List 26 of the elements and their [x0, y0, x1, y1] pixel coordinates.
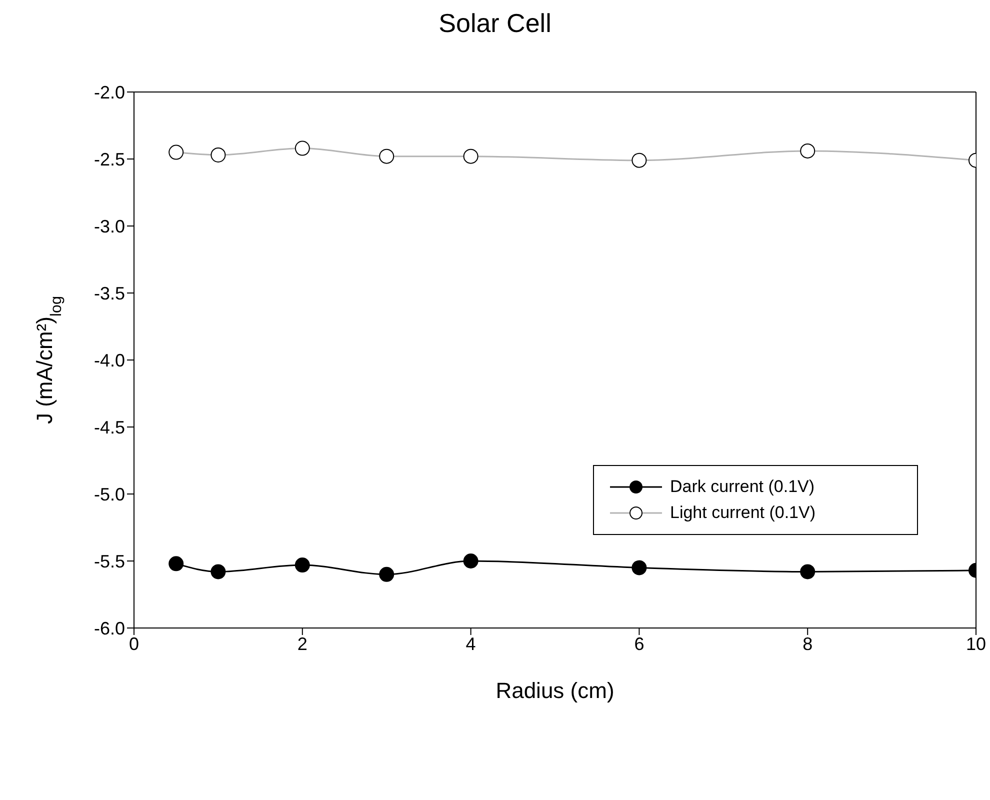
x-tick-label: 6 — [634, 634, 644, 654]
y-tick-label: -4.5 — [94, 417, 125, 438]
y-tick-label: -3.0 — [94, 216, 125, 236]
legend-label: Dark current (0.1V) — [670, 477, 815, 497]
point — [294, 558, 310, 573]
point — [210, 564, 226, 580]
y-tick-label: -6.0 — [94, 618, 125, 638]
x-axis-title: Radius (cm) — [496, 678, 614, 703]
x-tick-label: 8 — [802, 634, 813, 654]
y-tick-label: -4.0 — [94, 350, 125, 370]
x-tick-label: 0 — [128, 634, 140, 654]
point — [379, 566, 394, 582]
y-tick-label: -5.0 — [94, 484, 125, 504]
y-tick-label: -3.5 — [94, 283, 125, 304]
x-tick-label: 4 — [466, 634, 476, 654]
point — [632, 560, 647, 576]
x-tick-label: 10 — [966, 634, 986, 654]
point — [463, 554, 478, 568]
point — [168, 556, 184, 572]
legend-label: Light current (0.1V) — [670, 503, 816, 523]
y-tick-label: -2.5 — [94, 149, 125, 170]
y-tick-label: -5.5 — [94, 551, 125, 572]
y-tick-label: -2.0 — [94, 82, 125, 102]
point — [800, 564, 816, 580]
chart-title: Solar Cell — [438, 8, 552, 39]
x-tick-label: 2 — [297, 634, 308, 654]
